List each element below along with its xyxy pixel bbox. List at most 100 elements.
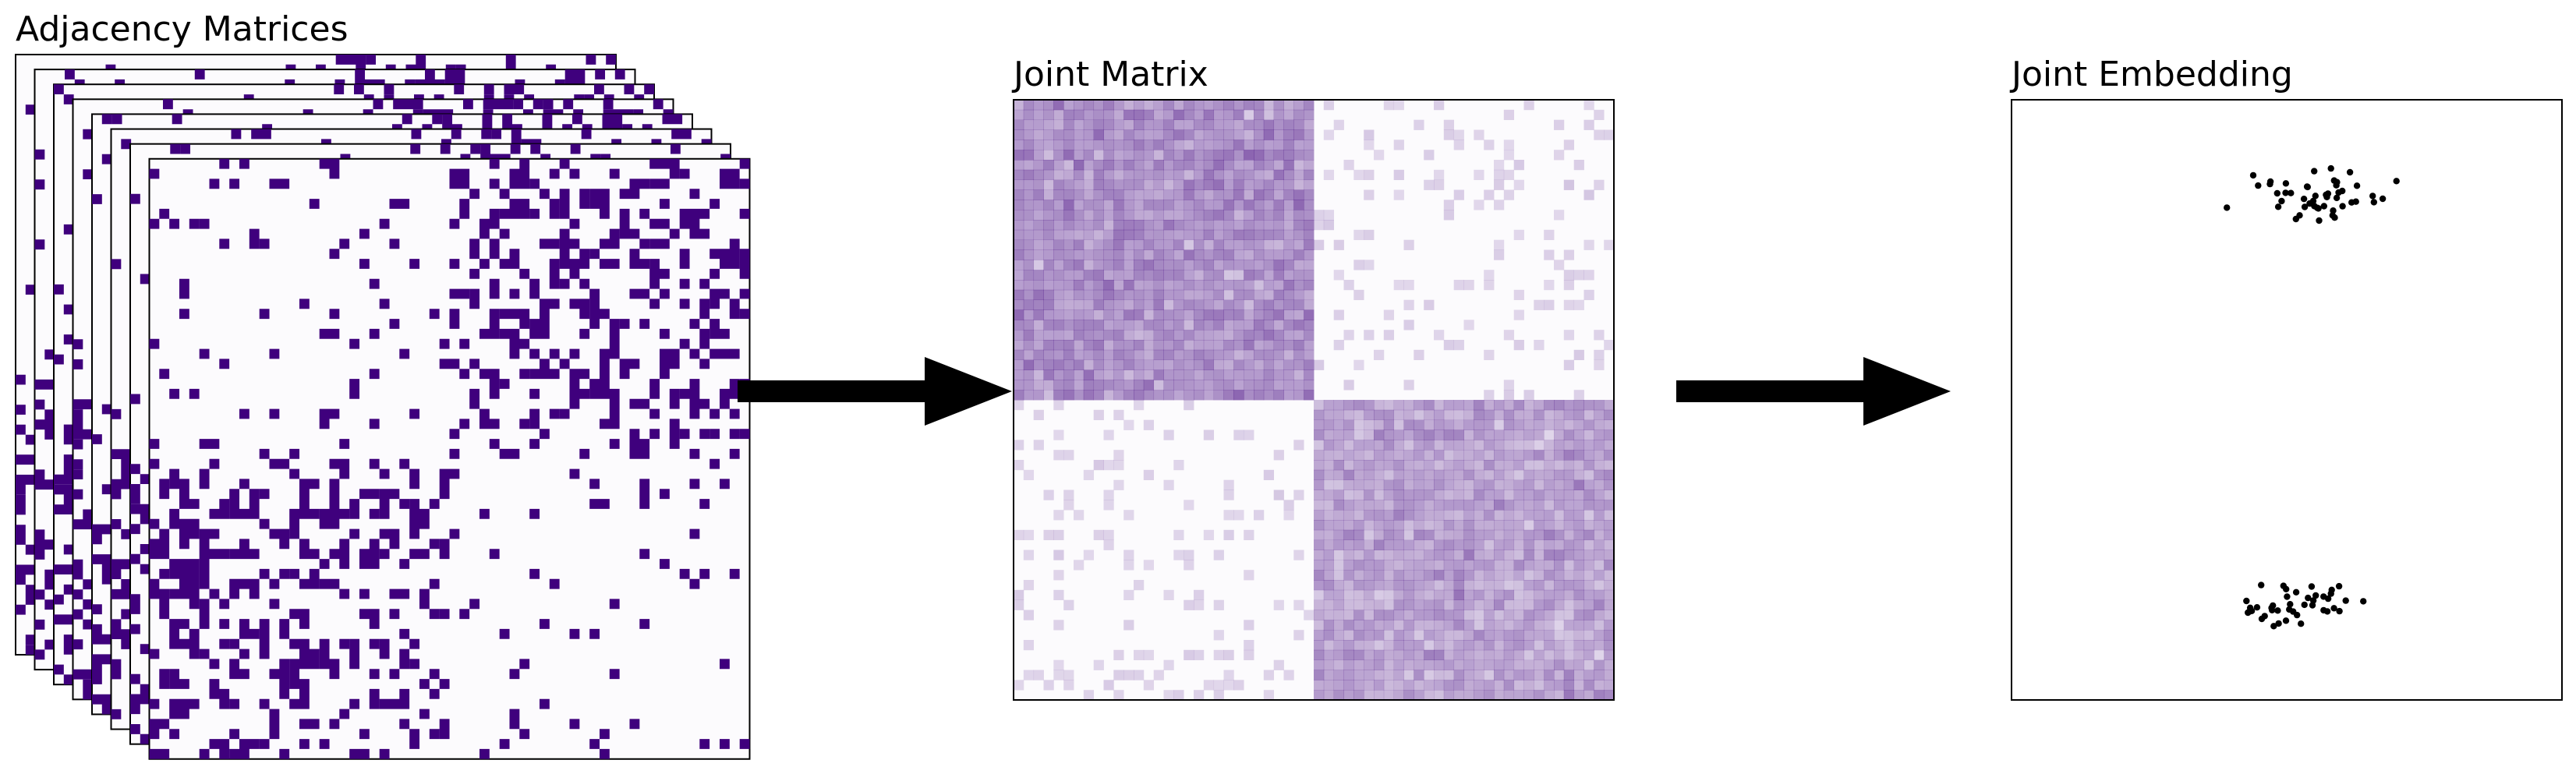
joint-matrix-cell	[1244, 270, 1254, 280]
joint-matrix-cell	[1544, 680, 1554, 690]
joint-matrix-cell	[1314, 690, 1324, 700]
joint-matrix-cell	[1334, 570, 1344, 580]
joint-matrix-cell	[1364, 560, 1374, 570]
joint-matrix-cell	[1053, 240, 1063, 250]
embedding-point	[2354, 182, 2360, 189]
joint-matrix-cell	[1014, 100, 1024, 110]
joint-matrix-cell	[1364, 140, 1374, 150]
joint-matrix-cell	[1494, 680, 1504, 690]
joint-matrix-cell	[1564, 330, 1574, 340]
joint-matrix-cell	[1434, 580, 1444, 590]
joint-matrix-cell	[1034, 320, 1044, 330]
joint-matrix-cell	[1293, 170, 1304, 180]
joint-matrix-cell	[1464, 410, 1474, 420]
joint-matrix-cell	[1594, 540, 1604, 550]
joint-matrix-cell	[1544, 250, 1554, 260]
joint-matrix-cell	[1404, 460, 1414, 470]
joint-matrix-cell	[1554, 670, 1564, 680]
joint-matrix-cell	[1494, 160, 1504, 170]
joint-matrix-cell	[1173, 160, 1184, 170]
joint-matrix-cell	[1194, 260, 1204, 270]
joint-matrix-cell	[1444, 630, 1454, 640]
joint-matrix-cell	[1604, 630, 1614, 640]
joint-matrix-cell	[1484, 190, 1494, 200]
joint-matrix-cell	[1284, 320, 1294, 330]
joint-matrix-cell	[1564, 470, 1574, 480]
joint-matrix-cell	[1314, 220, 1324, 230]
joint-matrix-cell	[1544, 560, 1554, 570]
joint-matrix-cell	[1454, 450, 1464, 460]
joint-matrix-cell	[1284, 120, 1294, 130]
joint-matrix-cell	[1274, 360, 1284, 370]
embedding-point	[2339, 203, 2345, 209]
joint-matrix-cell	[1454, 340, 1464, 350]
joint-matrix-cell	[1394, 570, 1404, 580]
joint-matrix-cell	[1364, 400, 1374, 410]
joint-matrix-cell	[1184, 300, 1194, 310]
joint-matrix-cell	[1214, 300, 1224, 310]
joint-matrix-cell	[1544, 300, 1554, 310]
joint-matrix-cell	[1394, 100, 1404, 110]
joint-matrix-cell	[1194, 300, 1204, 310]
joint-matrix-cell	[1444, 660, 1454, 670]
joint-matrix-cell	[1454, 580, 1464, 590]
joint-matrix-cell	[1484, 350, 1494, 360]
joint-matrix-cell	[1474, 660, 1484, 670]
joint-matrix-cell	[1304, 330, 1314, 340]
joint-matrix-cell	[1474, 600, 1484, 610]
joint-matrix-cell	[1534, 460, 1544, 470]
joint-matrix-cell	[1034, 230, 1044, 240]
joint-matrix-cell	[1084, 100, 1094, 110]
embedding-point	[2331, 214, 2337, 221]
embedding-point	[2283, 617, 2289, 624]
joint-matrix-cell	[1113, 180, 1123, 190]
joint-matrix-cell	[1574, 610, 1584, 620]
joint-matrix-cell	[1113, 350, 1123, 360]
joint-matrix-cell	[1063, 120, 1074, 130]
joint-matrix-cell	[1524, 630, 1534, 640]
joint-matrix-cell	[1204, 250, 1214, 260]
joint-matrix-cell	[1414, 600, 1424, 610]
joint-matrix-cell	[1194, 200, 1204, 210]
joint-matrix-cell	[1053, 160, 1063, 170]
joint-matrix-cell	[1534, 480, 1544, 490]
joint-matrix-cell	[1544, 510, 1554, 520]
joint-matrix-cell	[1254, 380, 1264, 390]
joint-matrix-cell	[1434, 650, 1444, 660]
joint-matrix-cell	[1564, 490, 1574, 500]
joint-matrix-cell	[1534, 530, 1544, 540]
joint-matrix-cell	[1074, 200, 1084, 210]
joint-matrix-cell	[1544, 500, 1554, 510]
joint-matrix-cell	[1154, 270, 1164, 280]
joint-matrix-cell	[1113, 230, 1123, 240]
joint-matrix-cell	[1274, 280, 1284, 290]
joint-matrix-cell	[1374, 470, 1384, 480]
joint-matrix-cell	[1024, 330, 1034, 340]
joint-matrix-cell	[1584, 520, 1594, 530]
joint-matrix-cell	[1024, 610, 1034, 620]
joint-matrix-cell	[1353, 620, 1364, 630]
joint-matrix-cell	[1384, 430, 1394, 440]
joint-matrix-cell	[1063, 500, 1074, 510]
joint-matrix-cell	[1544, 630, 1554, 640]
joint-matrix-cell	[1063, 180, 1074, 190]
joint-matrix-cell	[1063, 170, 1074, 180]
joint-matrix-cell	[1364, 490, 1374, 500]
joint-matrix-cell	[1364, 430, 1374, 440]
joint-matrix-cell	[1134, 190, 1144, 200]
joint-matrix-cell	[1084, 220, 1094, 230]
joint-matrix-cell	[1254, 360, 1264, 370]
joint-matrix-cell	[1014, 150, 1024, 160]
joint-matrix-cell	[1134, 270, 1144, 280]
joint-matrix-cell	[1194, 390, 1204, 400]
joint-matrix-cell	[1484, 590, 1494, 600]
joint-matrix-cell	[1084, 250, 1094, 260]
joint-matrix-cell	[1504, 170, 1514, 180]
embedding-point	[2243, 598, 2249, 604]
joint-matrix-cell	[1484, 430, 1494, 440]
joint-matrix-cell	[1484, 480, 1494, 490]
joint-matrix-cell	[1484, 410, 1494, 420]
joint-matrix-cell	[1524, 540, 1534, 550]
joint-matrix-cell	[1544, 460, 1554, 470]
joint-matrix-cell	[1154, 670, 1164, 680]
